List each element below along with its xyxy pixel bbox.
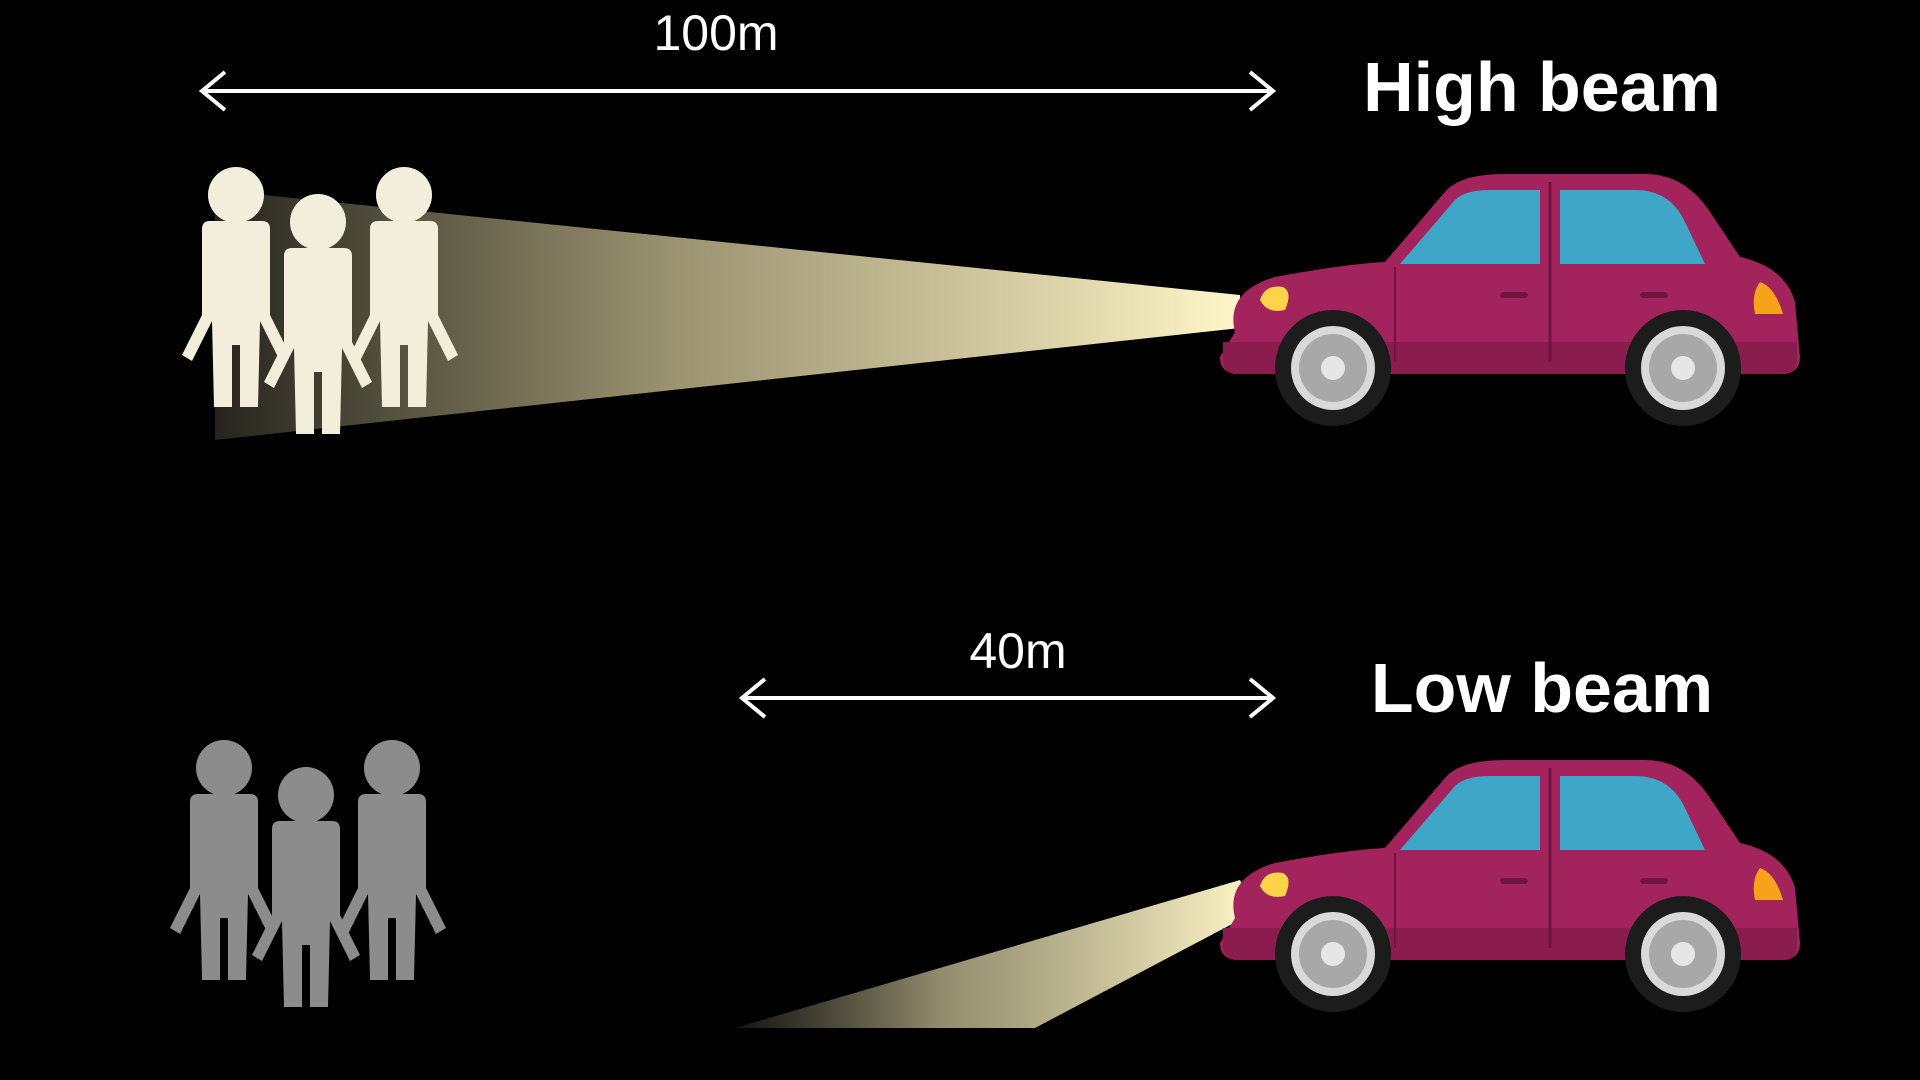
low-beam-car [1218, 758, 1802, 1014]
high-beam-light-cone [215, 190, 1240, 440]
low-beam-distance-arrow [738, 677, 1277, 719]
low-beam-light-cone [735, 880, 1255, 1028]
low-beam-title: Low beam [1371, 649, 1713, 727]
high-beam-title: High beam [1363, 48, 1721, 126]
low-beam-distance-label: 40m [969, 623, 1066, 679]
high-beam-car [1218, 172, 1802, 428]
high-beam-distance-label: 100m [653, 5, 778, 61]
low-beam-section: 40m Low beam [170, 623, 1802, 1028]
low-beam-pedestrians [170, 740, 446, 1007]
high-beam-section: 100m High beam [182, 5, 1802, 440]
high-beam-distance-arrow [198, 70, 1277, 112]
